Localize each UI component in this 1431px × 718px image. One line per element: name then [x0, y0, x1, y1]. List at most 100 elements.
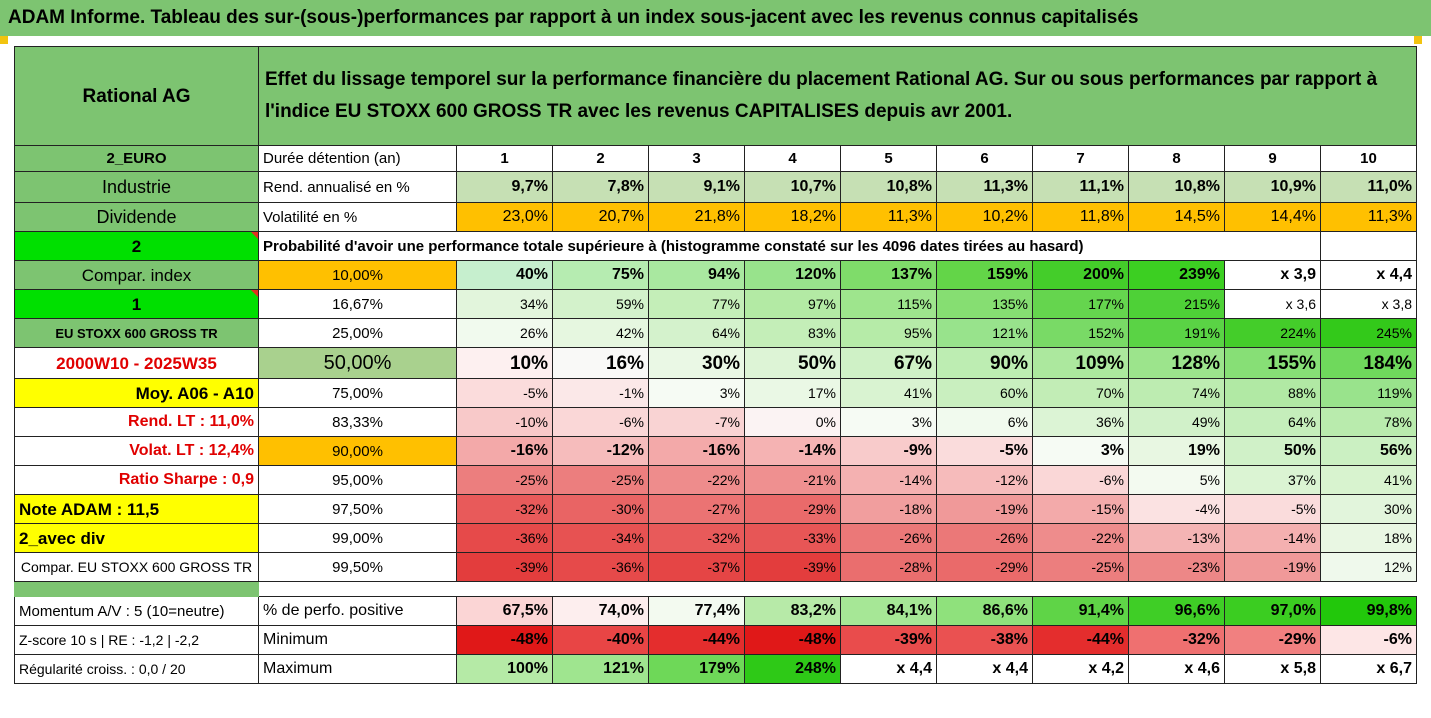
- prob-1-year-5: 137%: [840, 260, 937, 290]
- prob-1-year-10: x 4,4: [1320, 260, 1417, 290]
- regularite-label: Régularité croiss. : 0,0 / 20: [14, 654, 259, 684]
- quantile-1: 10,00%: [258, 260, 457, 290]
- prob-7-year-3: -16%: [648, 436, 745, 466]
- prob-8-year-8: 5%: [1128, 465, 1225, 495]
- prob-10-year-4: -33%: [744, 523, 841, 553]
- prob-3-year-7: 152%: [1032, 318, 1129, 348]
- quantile-11: 99,50%: [258, 552, 457, 582]
- prob-11-year-10: 12%: [1320, 552, 1417, 582]
- maximum-year-10: x 6,7: [1320, 654, 1417, 684]
- prob-10-year-7: -22%: [1032, 523, 1129, 553]
- maximum-year-7: x 4,2: [1032, 654, 1129, 684]
- volat-year-7: 11,8%: [1032, 202, 1129, 232]
- prob-11-year-2: -36%: [552, 552, 649, 582]
- rend-year-1: 9,7%: [456, 171, 553, 203]
- prob-3-year-4: 83%: [744, 318, 841, 348]
- prob-1-year-9: x 3,9: [1224, 260, 1321, 290]
- momentum-label: Momentum A/V : 5 (10=neutre): [14, 596, 259, 626]
- minimum-year-2: -40%: [552, 625, 649, 655]
- positive-year-6: 86,6%: [936, 596, 1033, 626]
- prob-6-year-10: 78%: [1320, 407, 1417, 437]
- prob-9-year-2: -30%: [552, 494, 649, 524]
- prob-9-year-7: -15%: [1032, 494, 1129, 524]
- prob-4-year-6: 90%: [936, 347, 1033, 379]
- prob-10-year-2: -34%: [552, 523, 649, 553]
- prob-7-year-5: -9%: [840, 436, 937, 466]
- period-label: 2000W10 - 2025W35: [14, 347, 259, 379]
- rend-year-8: 10,8%: [1128, 171, 1225, 203]
- prob-8-year-2: -25%: [552, 465, 649, 495]
- prob-1-year-7: 200%: [1032, 260, 1129, 290]
- prob-2-year-10: x 3,8: [1320, 289, 1417, 319]
- quantile-2: 16,67%: [258, 289, 457, 319]
- positive-year-10: 99,8%: [1320, 596, 1417, 626]
- prob-7-year-8: 19%: [1128, 436, 1225, 466]
- positive-year-9: 97,0%: [1224, 596, 1321, 626]
- prob-9-year-4: -29%: [744, 494, 841, 524]
- prob-5-year-2: -1%: [552, 378, 649, 408]
- prob-7-year-1: -16%: [456, 436, 553, 466]
- avec-div-label: 2_avec div: [14, 523, 259, 553]
- prob-6-year-7: 36%: [1032, 407, 1129, 437]
- prob-10-year-6: -26%: [936, 523, 1033, 553]
- quantile-6: 83,33%: [258, 407, 457, 437]
- prob-5-year-7: 70%: [1032, 378, 1129, 408]
- prob-9-year-5: -18%: [840, 494, 937, 524]
- volat-year-4: 18,2%: [744, 202, 841, 232]
- prob-10-year-8: -13%: [1128, 523, 1225, 553]
- prob-8-year-1: -25%: [456, 465, 553, 495]
- year-3-header: 3: [648, 145, 745, 172]
- spacer: [259, 582, 1417, 597]
- year-9-header: 9: [1224, 145, 1321, 172]
- prob-11-year-9: -19%: [1224, 552, 1321, 582]
- minimum-year-9: -29%: [1224, 625, 1321, 655]
- spacer-green: [14, 581, 259, 597]
- prob-3-year-5: 95%: [840, 318, 937, 348]
- prob-2-year-2: 59%: [552, 289, 649, 319]
- prob-11-year-5: -28%: [840, 552, 937, 582]
- prob-5-year-10: 119%: [1320, 378, 1417, 408]
- year-5-header: 5: [840, 145, 937, 172]
- prob-9-year-9: -5%: [1224, 494, 1321, 524]
- currency-label: 2_EURO: [14, 145, 259, 172]
- rend-year-6: 11,3%: [936, 171, 1033, 203]
- year-7-header: 7: [1032, 145, 1129, 172]
- prob-4-year-3: 30%: [648, 347, 745, 379]
- sector-label: Industrie: [14, 171, 259, 203]
- one-label: 1: [14, 289, 259, 319]
- prob-11-year-3: -37%: [648, 552, 745, 582]
- prob-11-year-7: -25%: [1032, 552, 1129, 582]
- prob-7-year-9: 50%: [1224, 436, 1321, 466]
- prob-2-year-8: 215%: [1128, 289, 1225, 319]
- header-description: Effet du lissage temporel sur la perform…: [258, 46, 1417, 146]
- prob-4-year-4: 50%: [744, 347, 841, 379]
- prob-4-year-9: 155%: [1224, 347, 1321, 379]
- minimum-year-1: -48%: [456, 625, 553, 655]
- minimum-year-8: -32%: [1128, 625, 1225, 655]
- positive-label: % de perfo. positive: [258, 596, 457, 626]
- prob-4-year-5: 67%: [840, 347, 937, 379]
- maximum-year-1: 100%: [456, 654, 553, 684]
- prob-7-year-2: -12%: [552, 436, 649, 466]
- two-label: 2: [14, 231, 259, 261]
- rend-year-5: 10,8%: [840, 171, 937, 203]
- year-10-header: 10: [1320, 145, 1417, 172]
- maximum-year-2: 121%: [552, 654, 649, 684]
- rend-lt-label: Rend. LT : 11,0%: [14, 407, 259, 437]
- prob-1-year-6: 159%: [936, 260, 1033, 290]
- prob-1-year-3: 94%: [648, 260, 745, 290]
- quantile-9: 97,50%: [258, 494, 457, 524]
- prob-5-year-3: 3%: [648, 378, 745, 408]
- rend-year-4: 10,7%: [744, 171, 841, 203]
- prob-3-year-1: 26%: [456, 318, 553, 348]
- prob-6-year-2: -6%: [552, 407, 649, 437]
- prob-2-year-6: 135%: [936, 289, 1033, 319]
- prob-8-year-4: -21%: [744, 465, 841, 495]
- prob-2-year-1: 34%: [456, 289, 553, 319]
- company-name: Rational AG: [14, 46, 259, 146]
- quantile-5: 75,00%: [258, 378, 457, 408]
- prob-2-year-7: 177%: [1032, 289, 1129, 319]
- prob-8-year-9: 37%: [1224, 465, 1321, 495]
- year-6-header: 6: [936, 145, 1033, 172]
- positive-year-3: 77,4%: [648, 596, 745, 626]
